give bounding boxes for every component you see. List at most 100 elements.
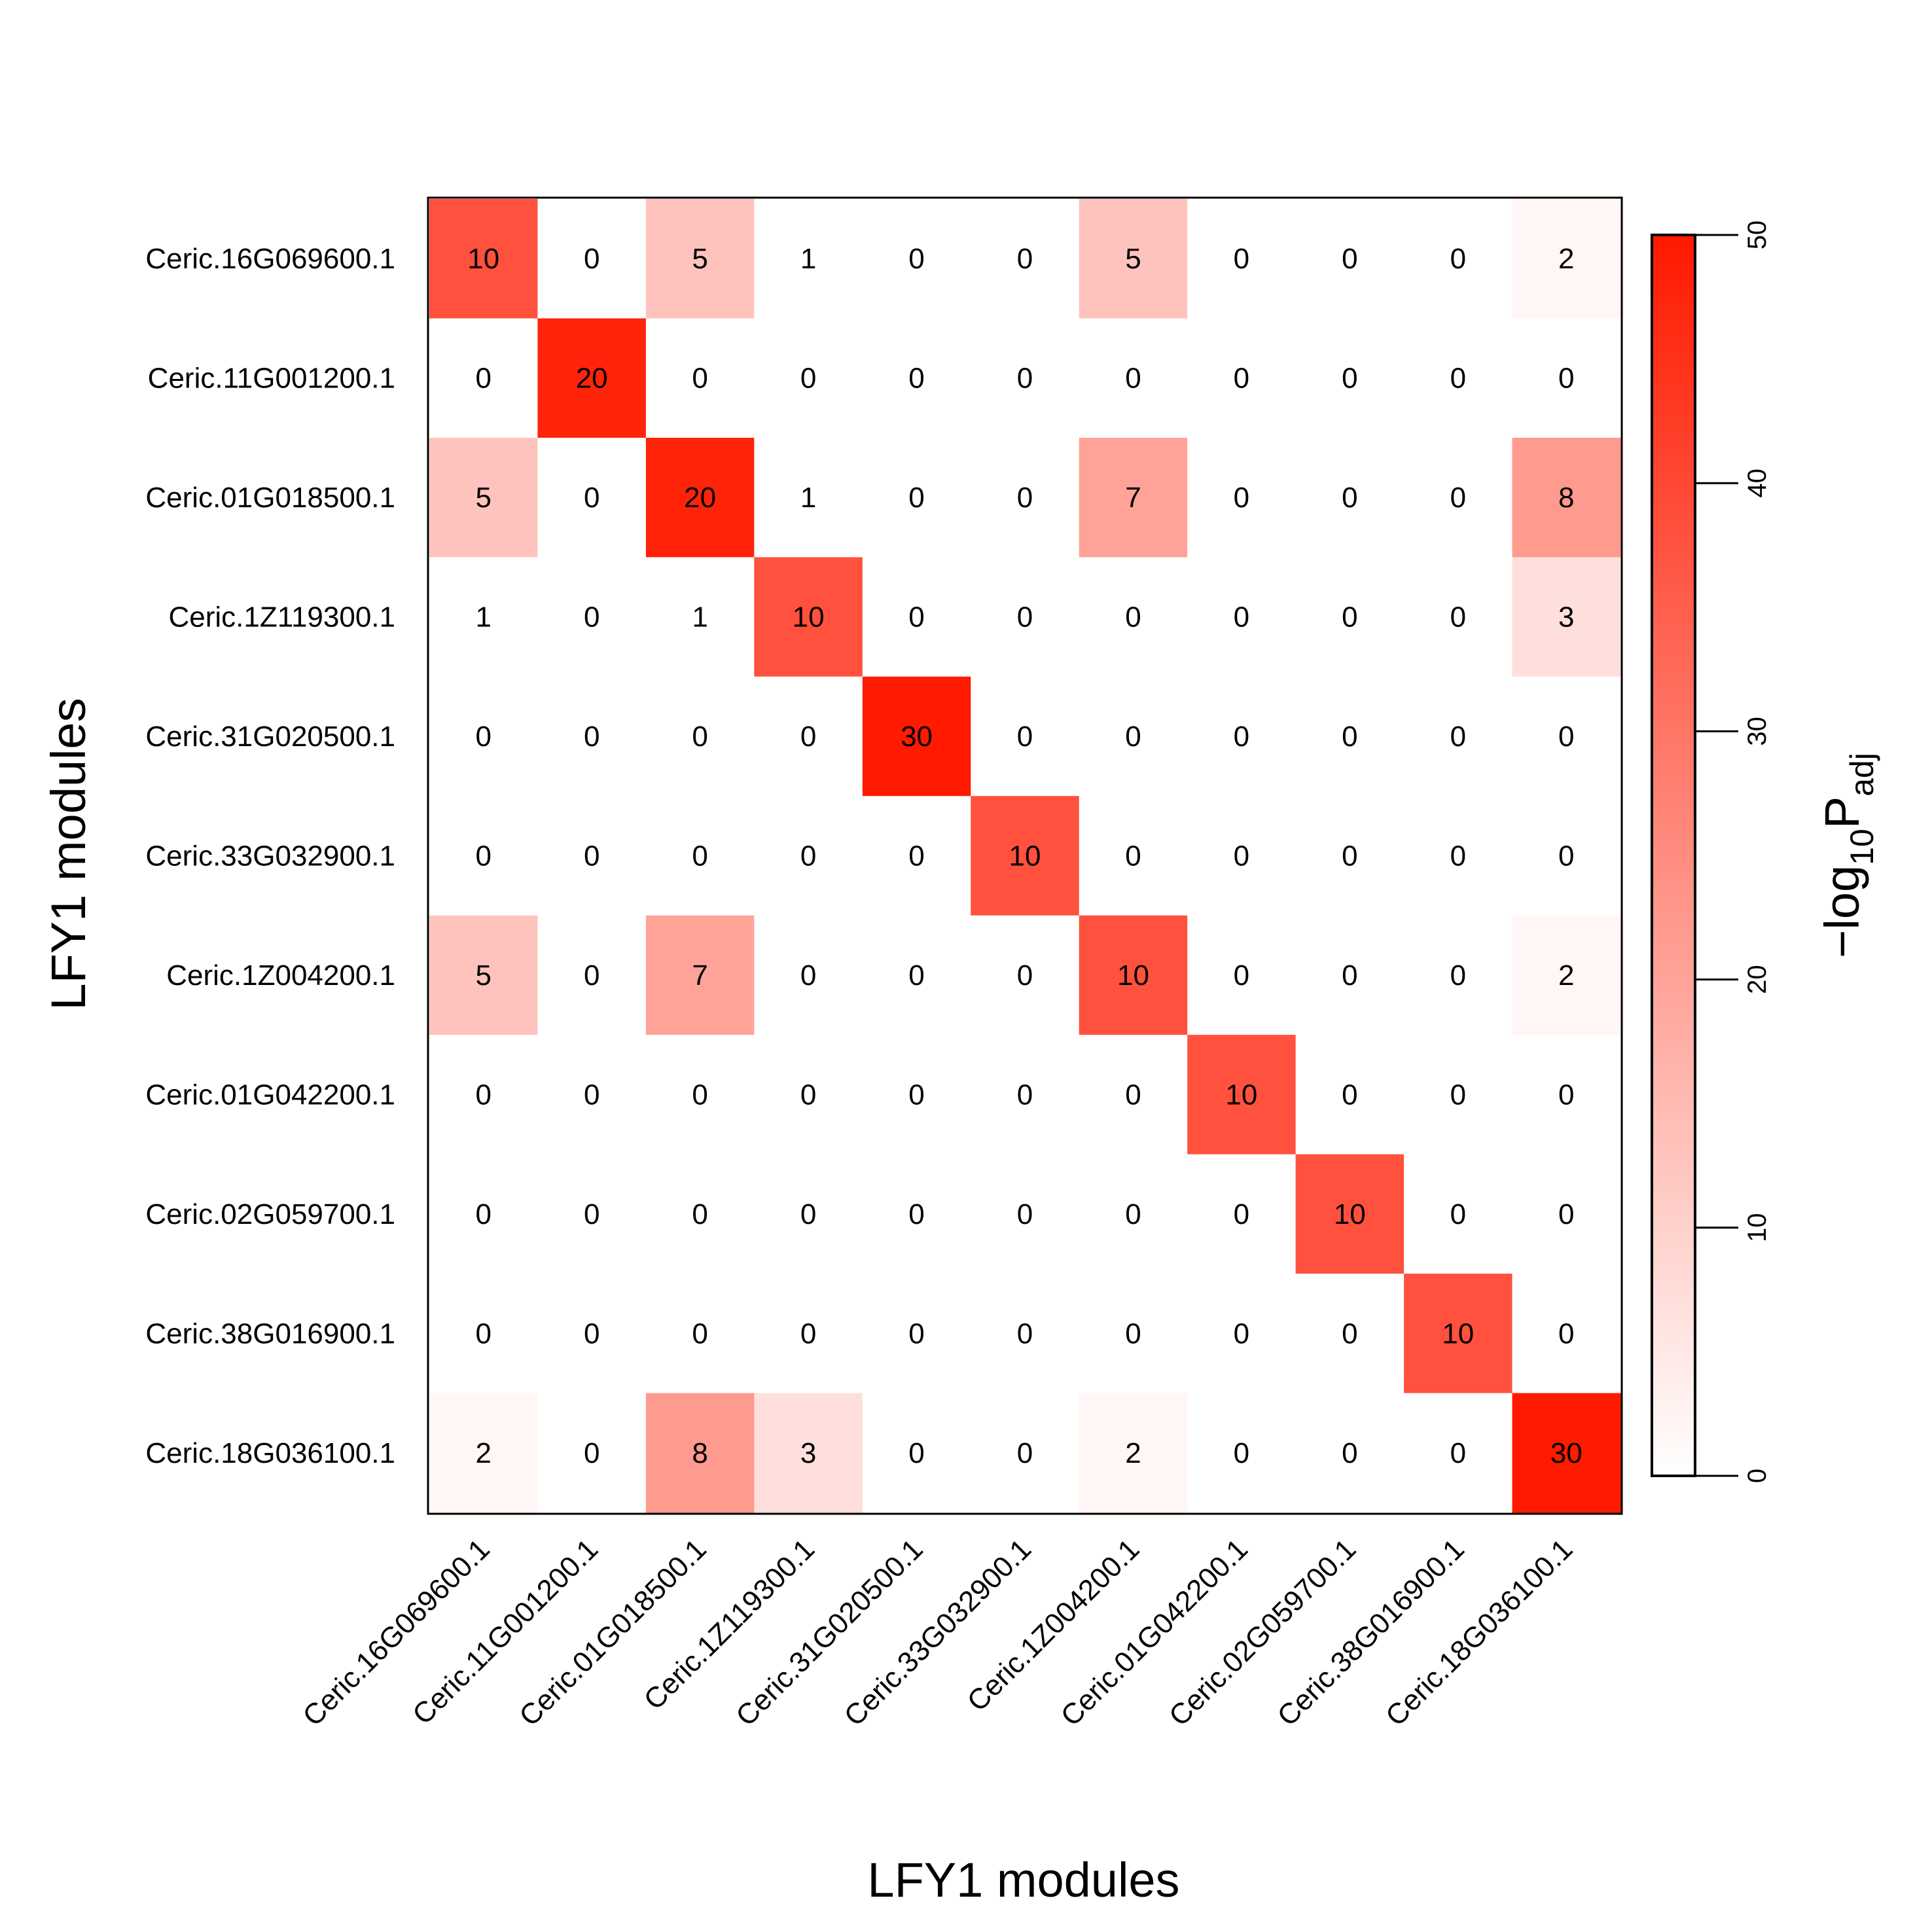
cell-value-label: 0 [584,482,599,514]
heatmap-cell [971,1393,1080,1513]
cell-value-label: 0 [1125,721,1141,753]
heatmap-cell [537,1035,647,1155]
heatmap-cell [971,1035,1080,1155]
cell-value-label: 0 [1234,482,1249,514]
column-label: Ceric.01G042200.1 [1055,1533,1254,1732]
heatmap-cell [429,1154,539,1274]
row-label: Ceric.11G001200.1 [148,363,395,395]
heatmap-cell [645,318,755,438]
cell-value-label: 2 [1558,243,1574,275]
heatmap-cell [1187,318,1297,438]
plot-frame [427,196,1623,1515]
heatmap-cell [754,1035,863,1155]
column-label: Ceric.11G001200.1 [406,1533,604,1730]
cell-value-label: 0 [584,1079,599,1111]
cell-value-label: 0 [1234,1198,1249,1230]
cell-value-label: 2 [1558,959,1574,992]
heatmap-cell [1295,1035,1404,1155]
heatmap-cell [971,796,1080,916]
heatmap-cell [971,437,1080,558]
cell-value-label: 0 [1558,1317,1574,1350]
heatmap-cell [862,1274,971,1394]
heatmap-cell [754,1154,863,1274]
heatmap-cell [1404,1154,1513,1274]
heatmap-cell [1295,1274,1404,1394]
heatmap-cell [429,796,539,916]
cell-value-label: 0 [1450,1198,1466,1230]
heatmap-cell [971,199,1080,319]
cell-value-label: 0 [800,959,816,992]
heatmap-cell [537,1393,647,1513]
color-scale-bar [1651,234,1696,1477]
cell-value-label: 0 [800,363,816,395]
x-axis-title: LFY1 modules [867,1853,1179,1907]
color-scale-tick-label: 0 [1743,1469,1772,1483]
heatmap-cell [537,676,647,796]
heatmap-cell [429,915,539,1035]
heatmap-cell [1404,318,1513,438]
row-label: Ceric.33G032900.1 [145,840,395,872]
cell-value-label: 0 [1342,1437,1357,1469]
heatmap-cell [1187,437,1297,558]
heatmap-cell [1187,199,1297,319]
heatmap-cell [537,318,647,438]
heatmap-cell [1404,796,1513,916]
heatmap-cell [1512,1154,1621,1274]
cell-value-label: 3 [800,1437,816,1469]
cell-value-label: 0 [1234,840,1249,872]
heatmap-cell [971,318,1080,438]
heatmap-cell [645,557,755,677]
cell-value-label: 0 [1125,1317,1141,1350]
heatmap-cell [1079,1035,1188,1155]
column-label: Ceric.18G036100.1 [1380,1533,1579,1732]
cell-value-label: 0 [1558,1079,1574,1111]
cell-value-label: 0 [800,840,816,872]
cell-value-label: 0 [1125,1198,1141,1230]
heatmap-cell [1079,318,1188,438]
heatmap-cell [1187,557,1297,677]
cell-value-label: 0 [908,1198,924,1230]
heatmap-cell [537,796,647,916]
cell-value-label: 20 [684,482,716,514]
cell-value-label: 0 [1234,959,1249,992]
heatmap-cell [1187,1274,1297,1394]
cell-value-label: 1 [692,601,707,634]
cell-value-label: 1 [800,243,816,275]
cell-value-label: 0 [1017,1079,1033,1111]
cell-value-label: 10 [1334,1198,1366,1230]
cell-value-label: 0 [1017,959,1033,992]
cell-value-label: 0 [1125,363,1141,395]
cell-value-label: 0 [1342,601,1357,634]
cell-value-label: 1 [800,482,816,514]
cell-value-label: 0 [1234,363,1249,395]
cell-value-label: 0 [800,1079,816,1111]
heatmap-cell [1404,1393,1513,1513]
heatmap-cell [1512,676,1621,796]
cell-value-label: 0 [1017,482,1033,514]
heatmap-cell [645,915,755,1035]
heatmap-cell [1512,318,1621,438]
heatmap-cell [1187,1154,1297,1274]
column-label: Ceric.31G020500.1 [730,1533,929,1732]
cell-value-label: 0 [1450,1437,1466,1469]
heatmap-cell [537,915,647,1035]
heatmap-cell [1295,1154,1404,1274]
heatmap-cell [645,199,755,319]
cell-value-label: 0 [1450,363,1466,395]
cell-value-labels: 10 0 5 1 0 0 5 0 0 0 20 20 0 0 0 0 0 0 0 0 05 0 20 1 0 0 7 0 0 0 81 0 1 1… [467,243,1582,1469]
color-scale-title-sub2: adj [1844,753,1880,796]
cell-value-label: 0 [1342,721,1357,753]
cell-value-label: 0 [475,1317,491,1350]
heatmap-cell [1295,915,1404,1035]
heatmap-cell [1404,1035,1513,1155]
cell-value-label: 0 [1342,959,1357,992]
heatmap-cell [862,318,971,438]
cell-value-label: 0 [1234,601,1249,634]
cell-value-label: 0 [1558,1198,1574,1230]
cell-value-label: 0 [692,840,707,872]
cell-value-label: 0 [584,1198,599,1230]
cell-value-label: 0 [1017,721,1033,753]
heatmap-cell [1295,1393,1404,1513]
heatmap-cell [1079,915,1188,1035]
